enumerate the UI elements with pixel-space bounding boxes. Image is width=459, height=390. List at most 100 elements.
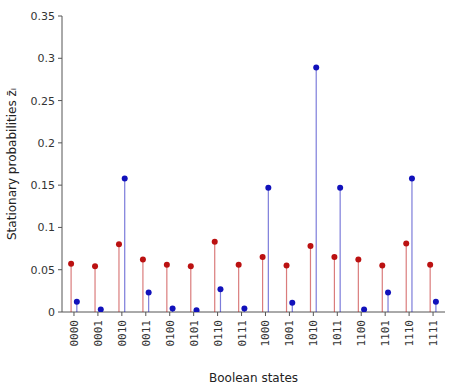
y-tick bbox=[58, 100, 62, 101]
lollipop-dot bbox=[92, 263, 98, 269]
x-tick bbox=[385, 312, 386, 316]
y-tick-label: 0 bbox=[48, 306, 55, 319]
lollipop bbox=[289, 300, 295, 312]
x-tick bbox=[337, 312, 338, 316]
x-tick-label: 1100 bbox=[355, 320, 368, 347]
y-axis-line bbox=[62, 16, 63, 312]
x-tick bbox=[289, 312, 290, 316]
lollipop-dot bbox=[433, 299, 439, 305]
lollipop-dot bbox=[313, 65, 319, 71]
x-tick bbox=[313, 312, 314, 316]
lollipop bbox=[284, 262, 290, 312]
lollipop-stem bbox=[124, 178, 125, 312]
x-tick-label: 0100 bbox=[164, 320, 177, 347]
x-tick bbox=[73, 312, 74, 316]
lollipop-dot bbox=[74, 299, 80, 305]
lollipop-dot bbox=[241, 306, 247, 312]
lollipop bbox=[98, 306, 104, 312]
y-tick bbox=[58, 185, 62, 186]
lollipop bbox=[361, 306, 367, 312]
y-tick bbox=[58, 227, 62, 228]
y-tick-label: 0.25 bbox=[31, 95, 56, 108]
lollipop bbox=[331, 254, 337, 312]
x-tick bbox=[433, 312, 434, 316]
lollipop-dot bbox=[98, 306, 104, 312]
x-tick-label: 1000 bbox=[259, 320, 272, 347]
lollipop-dot bbox=[409, 175, 415, 181]
x-tick-label: 0110 bbox=[212, 320, 225, 347]
lollipop-dot bbox=[427, 262, 433, 268]
x-tick bbox=[97, 312, 98, 316]
x-tick bbox=[241, 312, 242, 316]
lollipop-dot bbox=[212, 239, 218, 245]
lollipop-stem bbox=[214, 242, 215, 312]
lollipop-stem bbox=[358, 260, 359, 312]
x-tick-label: 1101 bbox=[379, 320, 392, 347]
y-tick-label: 0.2 bbox=[38, 137, 56, 150]
lollipop bbox=[188, 263, 194, 312]
lollipop bbox=[236, 262, 242, 312]
lollipop bbox=[379, 262, 385, 312]
lollipop-dot bbox=[355, 257, 361, 263]
x-tick-label: 0000 bbox=[68, 320, 81, 347]
x-tick bbox=[361, 312, 362, 316]
lollipop bbox=[427, 262, 433, 312]
x-tick bbox=[217, 312, 218, 316]
lollipop-stem bbox=[142, 260, 143, 312]
lollipop bbox=[74, 299, 80, 312]
y-tick-label: 0.15 bbox=[31, 179, 56, 192]
lollipop bbox=[409, 175, 415, 312]
y-tick-label: 0.05 bbox=[31, 264, 56, 277]
x-tick bbox=[409, 312, 410, 316]
x-tick-label: 1010 bbox=[307, 320, 320, 347]
x-tick-label: 1110 bbox=[403, 320, 416, 347]
x-tick-label: 0111 bbox=[236, 320, 249, 347]
lollipop bbox=[313, 65, 319, 312]
x-tick-label: 1001 bbox=[283, 320, 296, 347]
lollipop-stem bbox=[190, 266, 191, 312]
lollipop bbox=[337, 185, 343, 312]
lollipop-dot bbox=[289, 300, 295, 306]
lollipop bbox=[217, 286, 223, 312]
lollipop bbox=[140, 257, 146, 312]
lollipop-dot bbox=[265, 185, 271, 191]
lollipop bbox=[403, 240, 409, 312]
lollipop-dot bbox=[337, 185, 343, 191]
lollipop-stem bbox=[316, 68, 317, 312]
x-tick bbox=[169, 312, 170, 316]
lollipop bbox=[146, 290, 152, 312]
x-axis-label: Boolean states bbox=[209, 371, 298, 385]
lollipop bbox=[170, 306, 176, 312]
lollipop-dot bbox=[170, 306, 176, 312]
lollipop-stem bbox=[340, 188, 341, 312]
lollipop-stem bbox=[406, 243, 407, 312]
x-tick bbox=[193, 312, 194, 316]
lollipop bbox=[265, 185, 271, 312]
lollipop-stem bbox=[70, 264, 71, 312]
lollipop bbox=[260, 254, 266, 312]
lollipop-dot bbox=[379, 262, 385, 268]
lollipop-stem bbox=[238, 265, 239, 312]
lollipop-stem bbox=[411, 178, 412, 312]
lollipop-stem bbox=[94, 266, 95, 312]
lollipop bbox=[307, 243, 313, 312]
lollipop-dot bbox=[140, 257, 146, 263]
lollipop-dot bbox=[116, 241, 122, 247]
x-tick bbox=[265, 312, 266, 316]
y-tick bbox=[58, 58, 62, 59]
lollipop bbox=[116, 241, 122, 312]
lollipop bbox=[68, 261, 74, 312]
lollipop-stem bbox=[268, 188, 269, 312]
lollipop-stem bbox=[382, 265, 383, 312]
lollipop bbox=[241, 306, 247, 312]
lollipop-dot bbox=[122, 175, 128, 181]
lollipop bbox=[164, 262, 170, 312]
lollipop-dot bbox=[194, 307, 200, 312]
y-tick bbox=[58, 312, 62, 313]
lollipop-stem bbox=[262, 257, 263, 312]
lollipop-stem bbox=[118, 244, 119, 312]
lollipop bbox=[194, 307, 200, 312]
lollipop-dot bbox=[361, 306, 367, 312]
lollipop-dot bbox=[403, 240, 409, 246]
y-tick bbox=[58, 142, 62, 143]
